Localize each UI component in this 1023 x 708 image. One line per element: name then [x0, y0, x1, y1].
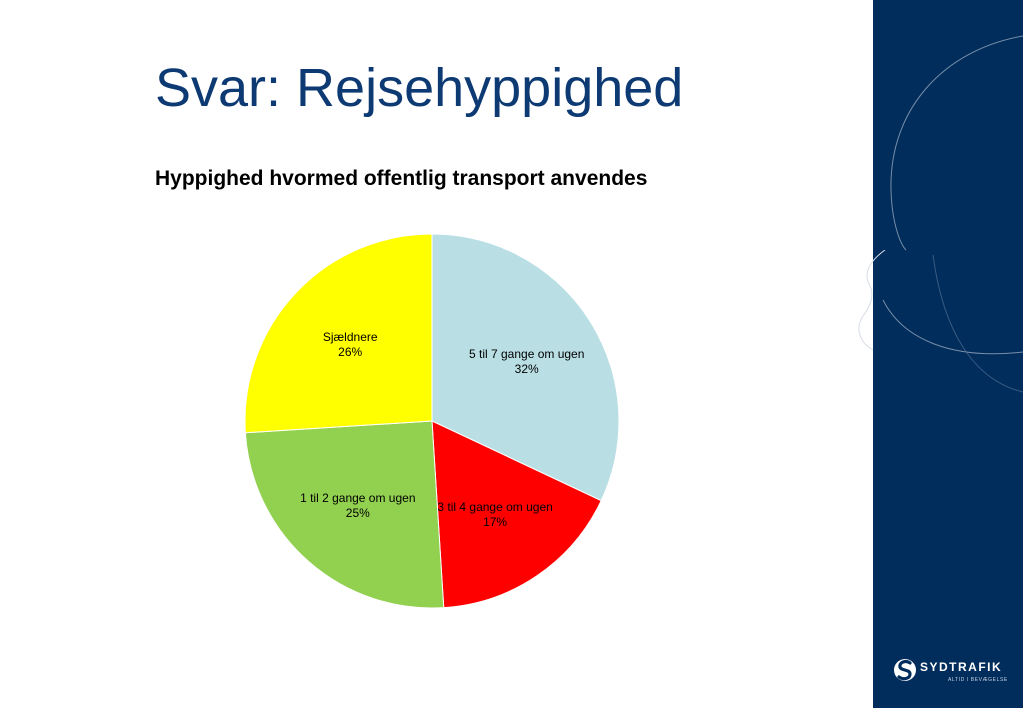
slide-title: Svar: Rejsehyppighed: [155, 58, 684, 118]
sydtrafik-logo-mark: [894, 659, 916, 681]
pie-slice-value-0: 32%: [515, 362, 539, 376]
logo-name: SYDTRAFIK: [920, 660, 1003, 674]
pie-slice-0: [431, 233, 620, 502]
pie-slice-label-0: 5 til 7 gange om ugen: [469, 347, 584, 361]
pie-slice-value-1: 17%: [483, 515, 507, 529]
pie-slice-label-2: 1 til 2 gange om ugen: [300, 491, 415, 505]
side-panel: [873, 0, 1023, 708]
logo-tagline: ALTID I BEVÆGELSE: [948, 677, 1008, 683]
decorative-outline: [858, 250, 886, 351]
decorative-arcs: [882, 35, 1023, 393]
sydtrafik-logo: SYDTRAFIK ALTID I BEVÆGELSE: [893, 655, 1013, 691]
chart-title: Hyppighed hvormed offentlig transport an…: [155, 167, 648, 190]
pie-slice-1: [431, 420, 602, 609]
pie-slice-value-2: 25%: [346, 506, 370, 520]
pie-slice-value-3: 26%: [338, 345, 362, 359]
pie-slice-3: [244, 233, 433, 434]
pie-slice-label-1: 3 til 4 gange om ugen: [437, 500, 552, 514]
pie-slice-2: [244, 420, 445, 609]
pie-slice-label-3: Sjældnere: [323, 330, 378, 344]
